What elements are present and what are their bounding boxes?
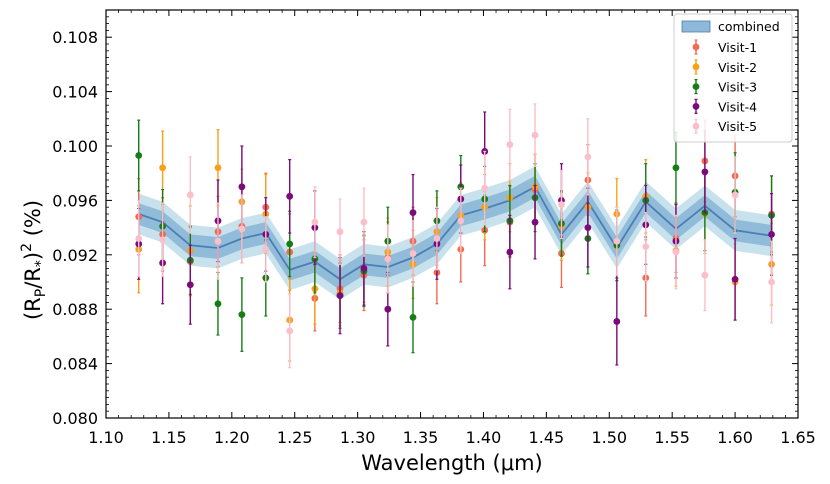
data-point	[457, 217, 465, 225]
series-visit-5	[135, 103, 775, 369]
data-point	[642, 243, 650, 251]
legend-box	[673, 13, 793, 143]
data-point	[262, 245, 270, 253]
y-tick-label: 0.108	[52, 28, 98, 47]
data-point	[481, 184, 489, 192]
y-tick-label: 0.104	[52, 83, 98, 102]
data-point	[159, 236, 167, 244]
data-point	[214, 237, 222, 245]
legend-label-visit-1: Visit-1	[718, 40, 757, 55]
legend-marker	[692, 43, 700, 51]
data-point	[360, 218, 368, 226]
x-tick-label: 1.35	[403, 428, 439, 447]
svg-text:(RP/R*)2 (%): (RP/R*)2 (%)	[19, 200, 49, 320]
data-point	[238, 225, 246, 233]
data-point	[558, 201, 565, 208]
y-tick-label: 0.088	[52, 300, 98, 319]
y-tick-label: 0.084	[52, 355, 98, 374]
data-point	[731, 275, 739, 283]
legend-marker	[692, 83, 700, 90]
data-point	[613, 318, 621, 325]
data-point	[336, 228, 344, 236]
data-point	[701, 271, 709, 279]
data-point	[360, 265, 368, 272]
data-point	[409, 313, 417, 321]
data-point	[286, 327, 294, 335]
y-axis-label: (RP/R*)2 (%)	[19, 200, 49, 320]
data-point	[286, 192, 294, 200]
data-point	[613, 237, 621, 245]
data-point	[286, 240, 294, 248]
data-point	[409, 250, 417, 257]
legend: combined Visit-1 Visit-2 Visit-3 Visit-4 Visi…	[673, 13, 793, 143]
x-tick-label: 1.30	[340, 428, 376, 447]
data-point	[135, 152, 143, 159]
x-tick-label: 1.55	[654, 428, 690, 447]
data-point	[336, 292, 344, 299]
x-tick-label: 1.40	[466, 428, 502, 447]
data-point	[135, 235, 143, 242]
data-point	[311, 218, 319, 226]
legend-label-combined: combined	[718, 19, 780, 34]
data-point	[214, 164, 222, 172]
x-tick-label: 1.65	[780, 428, 816, 447]
x-tick-label: 1.45	[529, 428, 565, 447]
data-point	[672, 164, 680, 172]
data-point	[531, 131, 539, 139]
data-point	[506, 248, 514, 256]
legend-marker	[692, 103, 700, 110]
data-point	[384, 305, 392, 313]
data-point	[409, 209, 417, 217]
x-tick-label: 1.20	[214, 428, 250, 447]
data-point	[384, 255, 392, 263]
axes: 1.10 1.15 1.20 1.25 1.30 1.35 1.40 1.45 1.50 1.55…	[52, 9, 816, 447]
legend-marker	[692, 122, 700, 130]
y-tick-label: 0.092	[52, 246, 98, 265]
legend-swatch-combined	[681, 20, 711, 33]
y-tick-label: 0.096	[52, 191, 98, 210]
data-point	[186, 281, 194, 289]
x-tick-label: 1.25	[277, 428, 313, 447]
combined-band-1sigma	[138, 175, 772, 291]
x-tick-label: 1.10	[88, 428, 124, 447]
y-tick-label: 0.100	[52, 137, 98, 156]
x-tick-label: 1.15	[151, 428, 187, 447]
data-point	[214, 300, 222, 308]
data-point	[768, 278, 775, 286]
y-tick-label: 0.080	[52, 409, 98, 428]
data-point	[731, 191, 739, 199]
data-point	[238, 311, 246, 319]
data-point	[584, 153, 592, 161]
legend-label-visit-2: Visit-2	[718, 60, 757, 75]
data-point	[433, 235, 441, 242]
legend-marker	[692, 63, 700, 71]
legend-label-visit-5: Visit-5	[718, 119, 757, 134]
series-layer	[135, 103, 775, 369]
x-tick-label: 1.60	[717, 428, 753, 447]
data-point	[159, 164, 167, 172]
data-point	[238, 183, 246, 191]
data-point	[531, 218, 539, 226]
data-point	[701, 168, 709, 176]
data-point	[768, 231, 775, 238]
data-point	[584, 224, 592, 232]
legend-label-visit-4: Visit-4	[718, 99, 757, 114]
data-point	[672, 248, 680, 256]
data-point	[186, 191, 194, 199]
legend-label-visit-3: Visit-3	[718, 80, 757, 95]
x-axis-label: Wavelength (μm)	[361, 451, 542, 475]
data-point	[506, 141, 514, 149]
x-tick-label: 1.50	[591, 428, 627, 447]
